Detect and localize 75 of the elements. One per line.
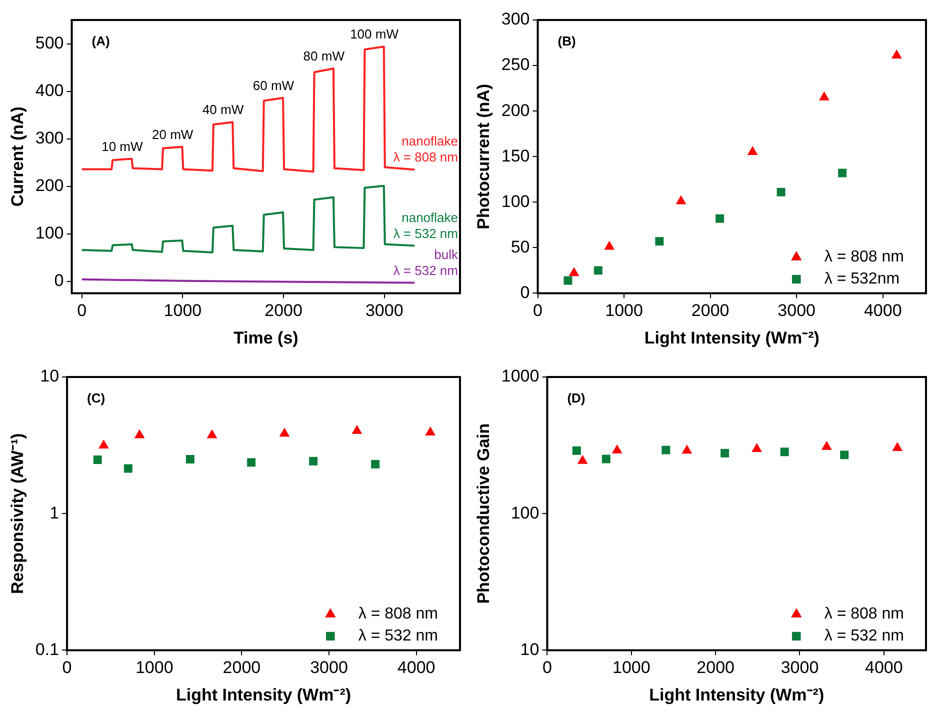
x-tick-label: 4000 <box>864 301 902 320</box>
y-tick-label: 500 <box>35 33 64 52</box>
y-tick-label: 100 <box>35 223 64 242</box>
annotation: 40 mW <box>202 102 244 118</box>
point <box>891 50 902 59</box>
x-tick-label: 2000 <box>696 658 734 678</box>
annotation: 60 mW <box>252 78 295 93</box>
x-tick-label: 3000 <box>310 658 348 678</box>
x-axis-title: Light Intensity (Wm⁻²) <box>176 685 352 704</box>
legend-label: λ = 808 nm <box>824 606 904 623</box>
text: (D) <box>567 390 586 406</box>
x-tick-label: 3000 <box>780 658 819 678</box>
x-tick-label: 2000 <box>691 301 730 320</box>
point <box>676 195 686 204</box>
x-tick-label: 2000 <box>222 658 261 678</box>
x-tick-label: 3000 <box>778 301 816 320</box>
legend-label: λ = 532 nm <box>824 628 904 645</box>
x-axis-title: Time (s) <box>233 328 298 348</box>
y-axis-title: Photocurrent (nA) <box>474 84 493 230</box>
x-tick-label: 1000 <box>605 301 643 320</box>
x-tick-label: 4000 <box>397 658 436 678</box>
y-tick-label: 100 <box>501 192 530 211</box>
text: (A) <box>92 34 110 49</box>
y-tick-label: 250 <box>501 55 530 74</box>
y-tick-label: 10 <box>520 640 540 659</box>
y-tick-label: 300 <box>35 128 64 148</box>
x-axis-title: Light Intensity (Wm⁻²) <box>649 685 824 704</box>
y-axis-title: Photoconductive Gain <box>474 423 493 604</box>
text: (B) <box>558 34 576 49</box>
y-tick-label: 150 <box>501 146 530 166</box>
legend-label: λ = 532nm <box>824 270 900 288</box>
legend-label: λ = 808 nm <box>824 248 904 266</box>
y-tick-label: 10 <box>40 366 60 386</box>
x-tick-label: 1000 <box>135 658 174 678</box>
annotation: 100 mW <box>350 26 400 42</box>
legend-label: λ = 808 nm <box>358 606 438 623</box>
annotation: 20 mW <box>152 126 194 142</box>
x-tick-label: 1000 <box>164 301 202 320</box>
y-tick-label: 1000 <box>501 366 540 386</box>
point <box>838 168 847 178</box>
y-tick-label: 100 <box>510 503 540 522</box>
point <box>594 266 602 275</box>
point <box>564 276 572 285</box>
point <box>655 237 664 246</box>
y-axis-title: Current (nA) <box>8 106 27 207</box>
annotation: 10 mW <box>102 138 144 154</box>
y-tick-label: 200 <box>35 176 64 195</box>
series-label: nanoflake λ = 532 nm <box>393 210 458 241</box>
x-tick-label: 4000 <box>865 658 903 678</box>
y-axis-title: Responsivity (AW⁻¹) <box>8 433 27 594</box>
point <box>604 240 615 250</box>
y-tick-label: 0.1 <box>35 640 60 659</box>
annotation: 80 mW <box>303 48 346 64</box>
y-tick-label: 0 <box>54 271 64 290</box>
x-tick-label: 2000 <box>264 301 302 320</box>
x-tick-label: 3000 <box>365 301 404 320</box>
x-tick-label: 0 <box>542 658 552 678</box>
y-tick-label: 400 <box>35 80 64 100</box>
point <box>819 91 830 100</box>
y-tick-label: 300 <box>501 10 530 29</box>
series-label: nanoflake λ = 808 nm <box>393 134 458 165</box>
x-tick-label: 1000 <box>612 658 650 678</box>
series-label: bulk λ = 532 nm <box>393 246 458 278</box>
point <box>716 214 724 223</box>
point <box>776 188 786 196</box>
point <box>747 146 758 156</box>
y-tick-label: 200 <box>501 100 530 120</box>
y-tick-label: 50 <box>510 237 530 256</box>
y-tick-label: 1 <box>50 503 60 522</box>
point <box>568 267 580 276</box>
legend-label: λ = 532 nm <box>358 628 438 645</box>
x-tick-label: 0 <box>77 301 87 320</box>
text: (C) <box>87 390 106 406</box>
x-axis-title: Light Intensity (Wm⁻²) <box>644 328 820 348</box>
y-tick-label: 0 <box>520 282 530 302</box>
